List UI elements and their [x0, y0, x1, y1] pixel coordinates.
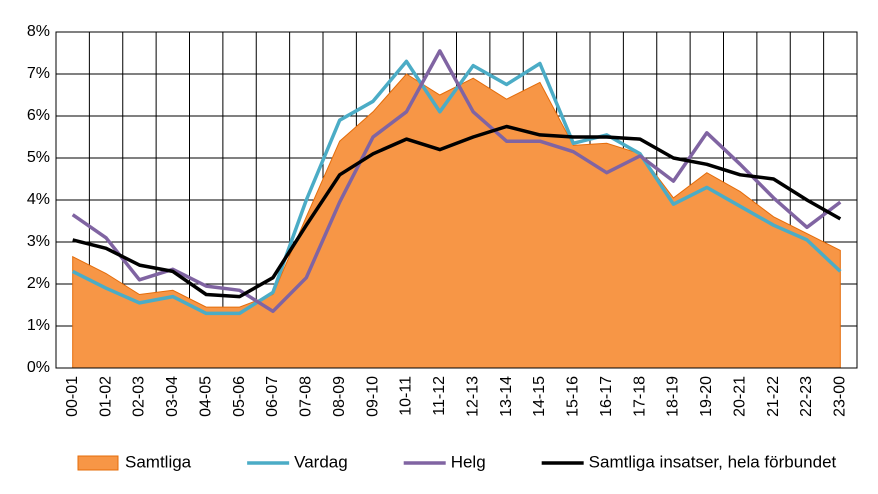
x-tick-label: 04-05 — [197, 376, 214, 417]
x-tick-label: 08-09 — [331, 376, 348, 417]
x-tick-label: 23-00 — [832, 376, 849, 417]
line — [71, 49, 842, 314]
legend-item: Vardag — [247, 452, 348, 471]
x-tick-label: 11-12 — [431, 376, 448, 416]
x-tick-label: 10-11 — [398, 376, 415, 416]
y-tick-label: 5% — [27, 149, 50, 166]
x-tick-label: 05-06 — [231, 376, 248, 417]
x-tick-label: 01-02 — [97, 376, 114, 417]
x-tick-label: 13-14 — [498, 376, 515, 417]
y-tick-label: 6% — [27, 107, 50, 124]
area — [72, 73, 841, 369]
legend-label: Helg — [451, 452, 486, 471]
x-tick-label: 16-17 — [598, 376, 615, 417]
legend-label: Samtliga insatser, hela förbundet — [589, 452, 837, 471]
y-tick-label: 4% — [27, 191, 50, 208]
y-tick-label: 0% — [27, 359, 50, 376]
x-tick-label: 03-04 — [164, 376, 181, 417]
x-tick-label: 17-18 — [631, 376, 648, 417]
legend-item: Helg — [403, 452, 486, 471]
x-tick-label: 06-07 — [264, 376, 281, 417]
legend-label: Samtliga — [125, 452, 192, 471]
x-tick-label: 09-10 — [364, 376, 381, 417]
y-tick-label: 7% — [27, 65, 50, 82]
x-tick-label: 20-21 — [731, 376, 748, 417]
legend-item: Samtliga insatser, hela förbundet — [541, 452, 837, 471]
x-tick-label: 22-23 — [798, 376, 815, 417]
x-tick-label: 07-08 — [298, 376, 315, 417]
x-tick-label: 15-16 — [565, 376, 582, 417]
line — [71, 59, 842, 316]
y-tick-label: 2% — [27, 275, 50, 292]
legend-item: Samtliga — [77, 452, 192, 471]
y-tick-label: 8% — [27, 23, 50, 40]
line — [72, 124, 842, 299]
x-tick-label: 12-13 — [464, 376, 481, 417]
legend-swatch — [77, 455, 119, 471]
y-tick-label: 3% — [27, 233, 50, 250]
x-tick-label: 18-19 — [665, 376, 682, 417]
x-tick-label: 19-20 — [698, 376, 715, 417]
y-tick-label: 1% — [27, 317, 50, 334]
x-tick-label: 02-03 — [131, 376, 148, 417]
x-tick-label: 14-15 — [531, 376, 548, 417]
plot-border — [55, 31, 858, 369]
legend-label: Vardag — [294, 452, 348, 471]
x-tick-label: 00-01 — [64, 376, 81, 417]
x-tick-label: 21-22 — [765, 376, 782, 417]
